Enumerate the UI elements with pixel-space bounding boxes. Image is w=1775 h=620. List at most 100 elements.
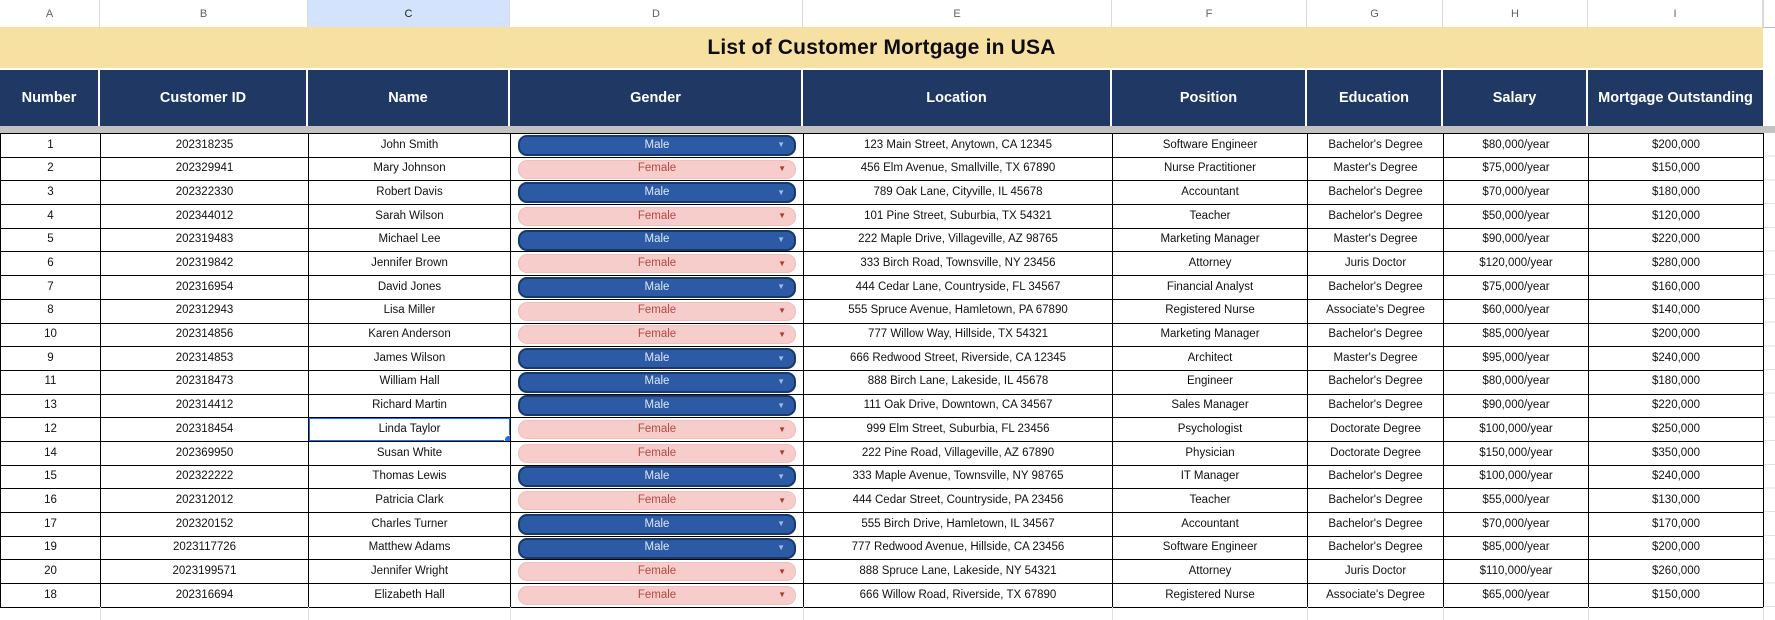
- number-cell[interactable]: 18: [0, 583, 101, 608]
- position-cell[interactable]: Nurse Practitioner: [1112, 156, 1308, 182]
- gender-dropdown[interactable]: Male ▼: [518, 537, 796, 559]
- education-cell[interactable]: Master's Degree: [1307, 156, 1444, 182]
- education-cell[interactable]: Bachelor's Degree: [1307, 275, 1444, 300]
- table-header-education[interactable]: Education: [1307, 70, 1443, 126]
- column-letter-f[interactable]: F: [1112, 0, 1307, 27]
- name-cell[interactable]: Charles Turner: [308, 512, 511, 537]
- gender-cell[interactable]: Male ▼: [510, 512, 804, 537]
- table-header-position[interactable]: Position: [1112, 70, 1307, 126]
- position-cell[interactable]: Attorney: [1112, 251, 1308, 277]
- mortgage-outstanding-cell[interactable]: $220,000: [1588, 393, 1764, 419]
- salary-cell[interactable]: $90,000/year: [1443, 393, 1589, 419]
- customer-id-cell[interactable]: 202319483: [100, 227, 309, 253]
- salary-cell[interactable]: $150,000/year: [1443, 440, 1589, 466]
- mortgage-outstanding-cell[interactable]: $150,000: [1588, 156, 1764, 182]
- gender-cell[interactable]: Male ▼: [510, 346, 804, 371]
- name-cell[interactable]: Richard Martin: [308, 393, 511, 419]
- name-cell[interactable]: John Smith: [308, 133, 511, 158]
- gender-dropdown[interactable]: Male ▼: [518, 134, 796, 156]
- table-header-location[interactable]: Location: [803, 70, 1112, 126]
- name-cell[interactable]: Elizabeth Hall: [308, 583, 511, 608]
- mortgage-outstanding-cell[interactable]: $200,000: [1588, 133, 1764, 158]
- position-cell[interactable]: Engineer: [1112, 369, 1308, 395]
- customer-id-cell[interactable]: 202344012: [100, 204, 309, 229]
- salary-cell[interactable]: $70,000/year: [1443, 512, 1589, 537]
- location-cell[interactable]: 444 Cedar Lane, Countryside, FL 34567: [803, 275, 1113, 300]
- number-cell[interactable]: 19: [0, 535, 101, 561]
- gender-dropdown[interactable]: Female ▼: [518, 443, 796, 463]
- number-cell[interactable]: 2: [0, 156, 101, 182]
- name-cell[interactable]: Robert Davis: [308, 180, 511, 206]
- mortgage-outstanding-cell[interactable]: $240,000: [1588, 346, 1764, 371]
- gender-dropdown[interactable]: Male ▼: [518, 371, 796, 393]
- number-cell[interactable]: 7: [0, 275, 101, 300]
- gender-dropdown[interactable]: Female ▼: [518, 159, 796, 179]
- mortgage-outstanding-cell[interactable]: $200,000: [1588, 535, 1764, 561]
- salary-cell[interactable]: $85,000/year: [1443, 535, 1589, 561]
- mortgage-outstanding-cell[interactable]: $220,000: [1588, 227, 1764, 253]
- number-cell[interactable]: 14: [0, 440, 101, 466]
- number-cell[interactable]: 8: [0, 298, 101, 324]
- salary-cell[interactable]: $85,000/year: [1443, 322, 1589, 348]
- salary-cell[interactable]: $65,000/year: [1443, 583, 1589, 608]
- location-cell[interactable]: 777 Redwood Avenue, Hillside, CA 23456: [803, 535, 1113, 561]
- gender-cell[interactable]: Male ▼: [510, 227, 804, 253]
- gender-cell[interactable]: Female ▼: [510, 251, 804, 277]
- column-letter-i[interactable]: I: [1588, 0, 1763, 27]
- salary-cell[interactable]: $75,000/year: [1443, 156, 1589, 182]
- gender-dropdown[interactable]: Male ▼: [518, 229, 796, 251]
- mortgage-outstanding-cell[interactable]: $240,000: [1588, 464, 1764, 490]
- name-cell[interactable]: Linda Taylor: [308, 417, 511, 442]
- mortgage-outstanding-cell[interactable]: $160,000: [1588, 275, 1764, 300]
- customer-id-cell[interactable]: 202322330: [100, 180, 309, 206]
- gender-cell[interactable]: Female ▼: [510, 559, 804, 585]
- education-cell[interactable]: Master's Degree: [1307, 346, 1444, 371]
- customer-id-cell[interactable]: 202314856: [100, 322, 309, 348]
- customer-id-cell[interactable]: 202322222: [100, 464, 309, 490]
- location-cell[interactable]: 333 Maple Avenue, Townsville, NY 98765: [803, 464, 1113, 490]
- salary-cell[interactable]: $50,000/year: [1443, 204, 1589, 229]
- education-cell[interactable]: Bachelor's Degree: [1307, 464, 1444, 490]
- column-letter-e[interactable]: E: [803, 0, 1112, 27]
- salary-cell[interactable]: $100,000/year: [1443, 464, 1589, 490]
- number-cell[interactable]: 13: [0, 393, 101, 419]
- customer-id-cell[interactable]: 202314412: [100, 393, 309, 419]
- number-cell[interactable]: 1: [0, 133, 101, 158]
- gender-dropdown[interactable]: Male ▼: [518, 348, 796, 370]
- customer-id-cell[interactable]: 202319842: [100, 251, 309, 277]
- name-cell[interactable]: Susan White: [308, 440, 511, 466]
- education-cell[interactable]: Bachelor's Degree: [1307, 369, 1444, 395]
- location-cell[interactable]: 333 Birch Road, Townsville, NY 23456: [803, 251, 1113, 277]
- location-cell[interactable]: 111 Oak Drive, Downtown, CA 34567: [803, 393, 1113, 419]
- position-cell[interactable]: Accountant: [1112, 512, 1308, 537]
- position-cell[interactable]: Teacher: [1112, 488, 1308, 513]
- gender-dropdown[interactable]: Female ▼: [518, 254, 796, 274]
- education-cell[interactable]: Associate's Degree: [1307, 583, 1444, 608]
- gender-dropdown[interactable]: Female ▼: [518, 585, 796, 605]
- salary-cell[interactable]: $55,000/year: [1443, 488, 1589, 513]
- location-cell[interactable]: 888 Birch Lane, Lakeside, IL 45678: [803, 369, 1113, 395]
- number-cell[interactable]: 5: [0, 227, 101, 253]
- location-cell[interactable]: 444 Cedar Street, Countryside, PA 23456: [803, 488, 1113, 513]
- customer-id-cell[interactable]: 202329941: [100, 156, 309, 182]
- position-cell[interactable]: Physician: [1112, 440, 1308, 466]
- salary-cell[interactable]: $100,000/year: [1443, 417, 1589, 442]
- mortgage-outstanding-cell[interactable]: $180,000: [1588, 180, 1764, 206]
- customer-id-cell[interactable]: 202318473: [100, 369, 309, 395]
- position-cell[interactable]: Architect: [1112, 346, 1308, 371]
- gender-cell[interactable]: Female ▼: [510, 417, 804, 442]
- education-cell[interactable]: Master's Degree: [1307, 227, 1444, 253]
- mortgage-outstanding-cell[interactable]: $280,000: [1588, 251, 1764, 277]
- position-cell[interactable]: Software Engineer: [1112, 133, 1308, 158]
- table-header-name[interactable]: Name: [308, 70, 510, 126]
- gender-cell[interactable]: Male ▼: [510, 369, 804, 395]
- name-cell[interactable]: David Jones: [308, 275, 511, 300]
- location-cell[interactable]: 999 Elm Street, Suburbia, FL 23456: [803, 417, 1113, 442]
- position-cell[interactable]: Financial Analyst: [1112, 275, 1308, 300]
- education-cell[interactable]: Bachelor's Degree: [1307, 393, 1444, 419]
- gender-dropdown[interactable]: Female ▼: [518, 420, 796, 440]
- education-cell[interactable]: Bachelor's Degree: [1307, 488, 1444, 513]
- name-cell[interactable]: Karen Anderson: [308, 322, 511, 348]
- salary-cell[interactable]: $110,000/year: [1443, 559, 1589, 585]
- number-cell[interactable]: 9: [0, 346, 101, 371]
